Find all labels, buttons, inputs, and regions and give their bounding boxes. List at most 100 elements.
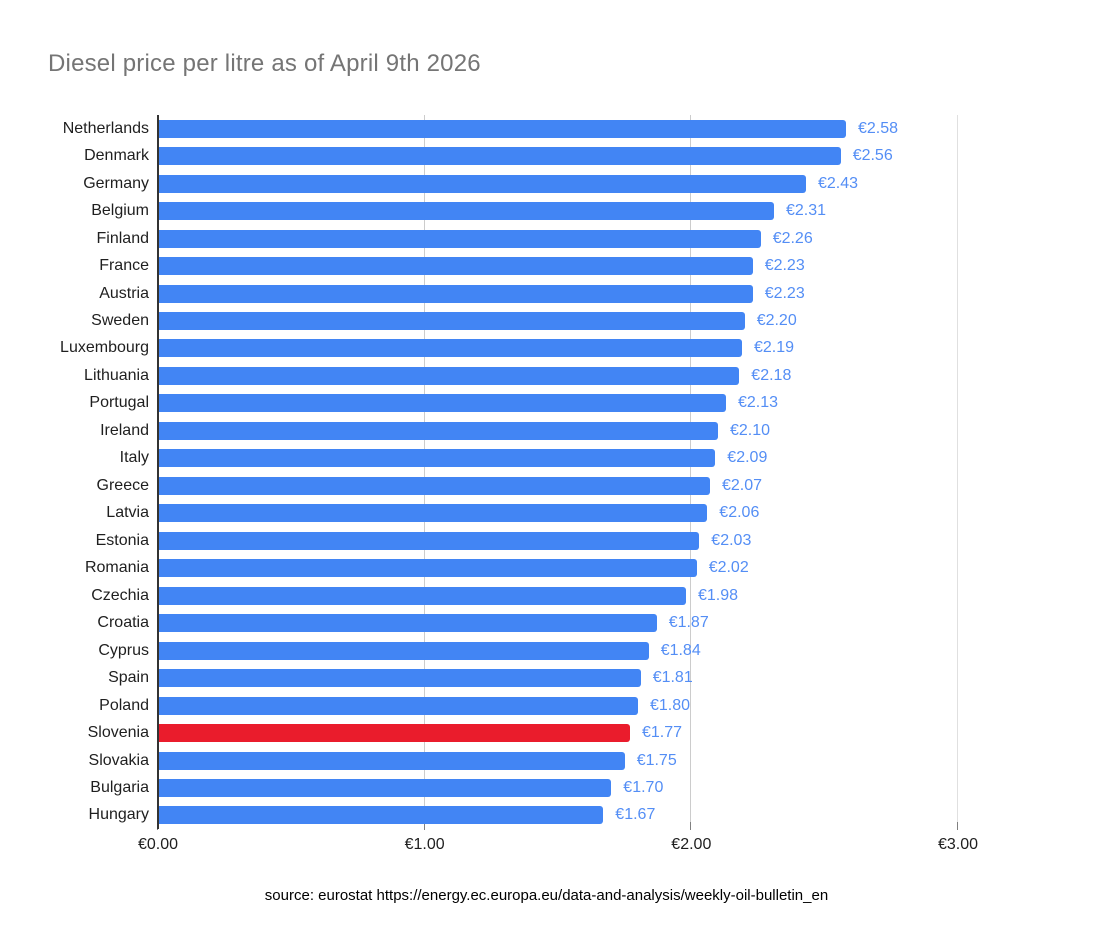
bar-track: €1.80	[158, 692, 1093, 719]
bar-row: Denmark €2.56	[0, 142, 1093, 169]
value-label: €1.98	[698, 586, 739, 604]
bar	[158, 559, 697, 578]
bar-row: Spain €1.81	[0, 664, 1093, 691]
gridline	[957, 115, 958, 822]
category-label: Czechia	[91, 586, 149, 604]
bar	[158, 257, 753, 276]
bar-row: Portugal €2.13	[0, 390, 1093, 417]
bar-row: Romania €2.02	[0, 555, 1093, 582]
category-label: Germany	[83, 174, 149, 192]
bar	[158, 778, 612, 797]
bar-track: €1.98	[158, 582, 1093, 609]
value-label: €2.56	[852, 147, 893, 165]
category-label: Greece	[96, 476, 149, 494]
gridline	[690, 115, 692, 822]
bar	[158, 339, 742, 358]
bar	[158, 119, 846, 138]
bar-row: Croatia €1.87	[0, 609, 1093, 636]
category-label: Sweden	[91, 312, 149, 330]
bar	[158, 504, 708, 523]
axis-tick	[423, 822, 425, 830]
value-label: €2.03	[711, 531, 752, 549]
bar-track: €2.56	[158, 142, 1093, 169]
bar	[158, 312, 745, 331]
bar-row: Hungary €1.67	[0, 802, 1093, 829]
category-label: Lithuania	[84, 366, 149, 384]
value-label: €2.19	[754, 339, 795, 357]
bar-row: Sweden €2.20	[0, 307, 1093, 334]
bar-track: €1.87	[158, 609, 1093, 636]
category-label: Denmark	[84, 147, 149, 165]
category-label: Estonia	[95, 531, 149, 549]
bar-track: €2.19	[158, 335, 1093, 362]
x-tick-label: €3.00	[937, 836, 979, 853]
value-label: €2.18	[751, 366, 792, 384]
bar-track: €2.06	[158, 500, 1093, 527]
category-label: Finland	[96, 229, 149, 247]
bar	[158, 229, 761, 248]
x-tick-label: €1.00	[404, 836, 445, 853]
category-label: Portugal	[89, 394, 149, 412]
category-label: Croatia	[97, 614, 149, 632]
bar-row: Czechia €1.98	[0, 582, 1093, 609]
bar-row: France €2.23	[0, 252, 1093, 279]
bar-row: Netherlands €2.58	[0, 115, 1093, 142]
bar	[158, 751, 625, 770]
bar-rows: Netherlands €2.58 Denmark €2.56 Germany …	[0, 115, 1093, 829]
bar	[158, 284, 753, 303]
chart-title: Diesel price per litre as of April 9th 2…	[48, 50, 481, 77]
bar-track: €1.81	[158, 664, 1093, 691]
bar-row: Finland €2.26	[0, 225, 1093, 252]
value-label: €2.10	[730, 421, 771, 439]
bar	[158, 806, 604, 825]
value-label: €2.31	[786, 202, 827, 220]
value-label: €2.09	[727, 449, 768, 467]
value-label: €2.06	[719, 504, 760, 522]
value-label: €2.58	[858, 119, 899, 137]
bar-track: €2.26	[158, 225, 1093, 252]
x-tick-label: €2.00	[671, 836, 712, 853]
bar-row: Poland €1.80	[0, 692, 1093, 719]
value-label: €2.23	[764, 284, 805, 302]
plot-area: Netherlands €2.58 Denmark €2.56 Germany …	[0, 115, 1093, 830]
bar-track: €1.70	[158, 774, 1093, 801]
value-label: €1.81	[652, 669, 693, 687]
category-label: Bulgaria	[90, 778, 149, 796]
category-label: Luxembourg	[60, 339, 149, 357]
bar-track: €1.67	[158, 802, 1093, 829]
bar-row: Italy €2.09	[0, 445, 1093, 472]
bar	[158, 531, 700, 550]
bar	[158, 449, 716, 468]
bar-row: Austria €2.23	[0, 280, 1093, 307]
bar-row: Greece €2.07	[0, 472, 1093, 499]
bar	[158, 586, 686, 605]
value-label: €1.80	[650, 696, 691, 714]
bar	[158, 202, 774, 221]
category-label: Slovenia	[87, 724, 149, 742]
category-label: Hungary	[88, 806, 149, 824]
bar	[158, 366, 740, 385]
bar	[158, 421, 718, 440]
value-label: €1.77	[642, 724, 683, 742]
bar	[158, 696, 638, 715]
category-label: Latvia	[106, 504, 149, 522]
category-label: Cyprus	[98, 641, 149, 659]
bar-row: Cyprus €1.84	[0, 637, 1093, 664]
gridline	[423, 115, 425, 822]
bar-row: Slovenia €1.77	[0, 719, 1093, 746]
category-label: France	[99, 257, 149, 275]
value-label: €1.75	[636, 751, 677, 769]
bar-track: €2.31	[158, 197, 1093, 224]
x-axis: €0.00 €1.00 €2.00 €3.00	[0, 836, 1093, 856]
bar-row: Latvia €2.06	[0, 500, 1093, 527]
bar-track: €1.75	[158, 747, 1093, 774]
bar	[158, 724, 630, 743]
bar-track: €2.43	[158, 170, 1093, 197]
bar-track: €2.03	[158, 527, 1093, 554]
bar-row: Ireland €2.10	[0, 417, 1093, 444]
value-label: €1.84	[660, 641, 701, 659]
bar-track: €2.09	[158, 445, 1093, 472]
value-label: €2.20	[756, 312, 797, 330]
value-label: €1.67	[615, 806, 656, 824]
